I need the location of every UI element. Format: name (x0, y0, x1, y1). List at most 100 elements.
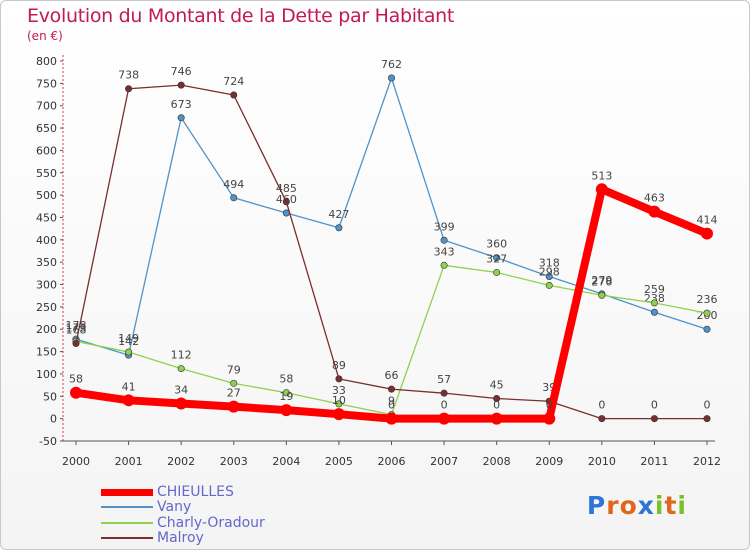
data-point-chieulles (543, 412, 556, 425)
data-label-vany: 399 (434, 220, 455, 233)
data-point-vany (545, 272, 553, 280)
data-label-vany: 494 (223, 178, 244, 191)
logo-letter: r (606, 491, 620, 520)
data-point-vany (335, 224, 343, 232)
data-point-malroy (650, 415, 658, 423)
data-point-vany (440, 236, 448, 244)
data-label-chieulles: 0 (493, 399, 500, 412)
y-tick-label: 650 (36, 122, 57, 135)
legend-item-malroy: Malroy (101, 530, 204, 546)
data-label-charly-oradour: 9 (388, 395, 395, 408)
series-layer: 1781426734944604277623993603182792382001… (66, 58, 718, 425)
data-point-chieulles (701, 227, 713, 240)
legend-label: Vany (157, 499, 192, 515)
logo-letter: i (654, 491, 665, 520)
series-line-vany (75, 77, 708, 356)
legend-swatch (101, 522, 153, 524)
x-tick-label: 2008 (483, 455, 511, 468)
data-point-chieulles (648, 205, 661, 218)
data-point-charly-oradour (598, 291, 606, 299)
data-point-malroy (703, 415, 711, 423)
data-label-charly-oradour: 33 (332, 384, 346, 397)
data-point-malroy (125, 85, 133, 93)
data-point-malroy (72, 340, 80, 348)
data-label-chieulles: 0 (388, 399, 395, 412)
data-point-chieulles (490, 412, 503, 425)
data-point-charly-oradour (230, 379, 238, 387)
data-label-chieulles: 414 (697, 214, 718, 227)
data-point-charly-oradour (125, 348, 133, 356)
chart-axes: -500501001502002503003504004505005506006… (36, 55, 721, 468)
y-tick-label: 550 (36, 167, 57, 180)
data-point-charly-oradour (703, 309, 711, 317)
y-tick-label: 250 (36, 301, 57, 314)
data-label-vany: 427 (328, 208, 349, 221)
logo-letter: x (637, 491, 655, 520)
data-point-chieulles (227, 400, 240, 413)
data-point-malroy (387, 385, 395, 393)
y-tick-label: 400 (36, 234, 57, 247)
data-point-chieulles (595, 183, 608, 196)
x-tick-label: 2010 (588, 455, 616, 468)
legend-label: CHIEULLES (157, 484, 234, 500)
data-label-charly-oradour: 112 (171, 349, 192, 362)
data-point-chieulles (280, 404, 293, 417)
data-label-charly-oradour: 236 (697, 293, 718, 306)
data-label-chieulles: 34 (174, 383, 188, 396)
y-tick-label: -50 (39, 435, 57, 448)
data-label-malroy: 738 (118, 69, 139, 82)
y-tick-label: 750 (36, 77, 57, 90)
y-tick-label: 600 (36, 144, 57, 157)
y-tick-label: 350 (36, 256, 57, 269)
data-label-vany: 360 (486, 238, 507, 251)
data-label-malroy: 45 (490, 379, 504, 392)
chart-title: Evolution du Montant de la Dette par Hab… (27, 5, 455, 27)
data-point-vany (230, 194, 238, 202)
data-point-charly-oradour (282, 389, 290, 397)
x-tick-label: 2001 (115, 455, 143, 468)
logo-letter: i (677, 491, 687, 520)
data-label-chieulles: 27 (227, 387, 241, 400)
data-label-charly-oradour: 298 (539, 265, 560, 278)
data-label-charly-oradour: 327 (486, 252, 507, 265)
data-label-vany: 279 (591, 274, 612, 287)
data-label-malroy: 0 (598, 399, 605, 412)
data-point-charly-oradour (177, 365, 185, 373)
data-label-chieulles: 513 (591, 169, 612, 182)
data-label-charly-oradour: 276 (591, 275, 612, 288)
data-label-charly-oradour: 58 (279, 373, 293, 386)
y-tick-label: 300 (36, 279, 57, 292)
data-label-vany: 762 (381, 58, 402, 71)
data-label-chieulles: 58 (69, 373, 83, 386)
data-label-malroy: 0 (704, 399, 711, 412)
data-point-vany (703, 325, 711, 333)
x-tick-label: 2011 (640, 455, 668, 468)
y-tick-label: 200 (36, 323, 57, 336)
data-label-vany: 318 (539, 256, 560, 269)
data-label-chieulles: 0 (441, 399, 448, 412)
proxiti-logo: Proxiti (587, 491, 687, 520)
data-point-vany (650, 308, 658, 316)
data-label-malroy: 57 (437, 373, 451, 386)
data-point-vany (177, 114, 185, 122)
data-label-malroy: 168 (66, 324, 87, 337)
x-tick-label: 2004 (272, 455, 300, 468)
y-tick-label: 450 (36, 211, 57, 224)
data-label-chieulles: 41 (122, 380, 136, 393)
data-point-malroy (493, 395, 501, 403)
y-tick-label: 700 (36, 100, 57, 113)
data-label-chieulles: 10 (332, 394, 346, 407)
data-label-malroy: 485 (276, 182, 297, 195)
data-point-malroy (230, 91, 238, 99)
data-point-charly-oradour (335, 400, 343, 408)
data-point-chieulles (70, 386, 82, 399)
data-label-malroy: 724 (223, 75, 244, 88)
data-point-malroy (282, 198, 290, 206)
legend-item-charly-oradour: Charly-Oradour (101, 515, 265, 531)
data-label-charly-oradour: 259 (644, 283, 665, 296)
logo-letter: o (619, 491, 638, 520)
legend-label: Charly-Oradour (157, 515, 265, 531)
x-tick-label: 2007 (430, 455, 458, 468)
